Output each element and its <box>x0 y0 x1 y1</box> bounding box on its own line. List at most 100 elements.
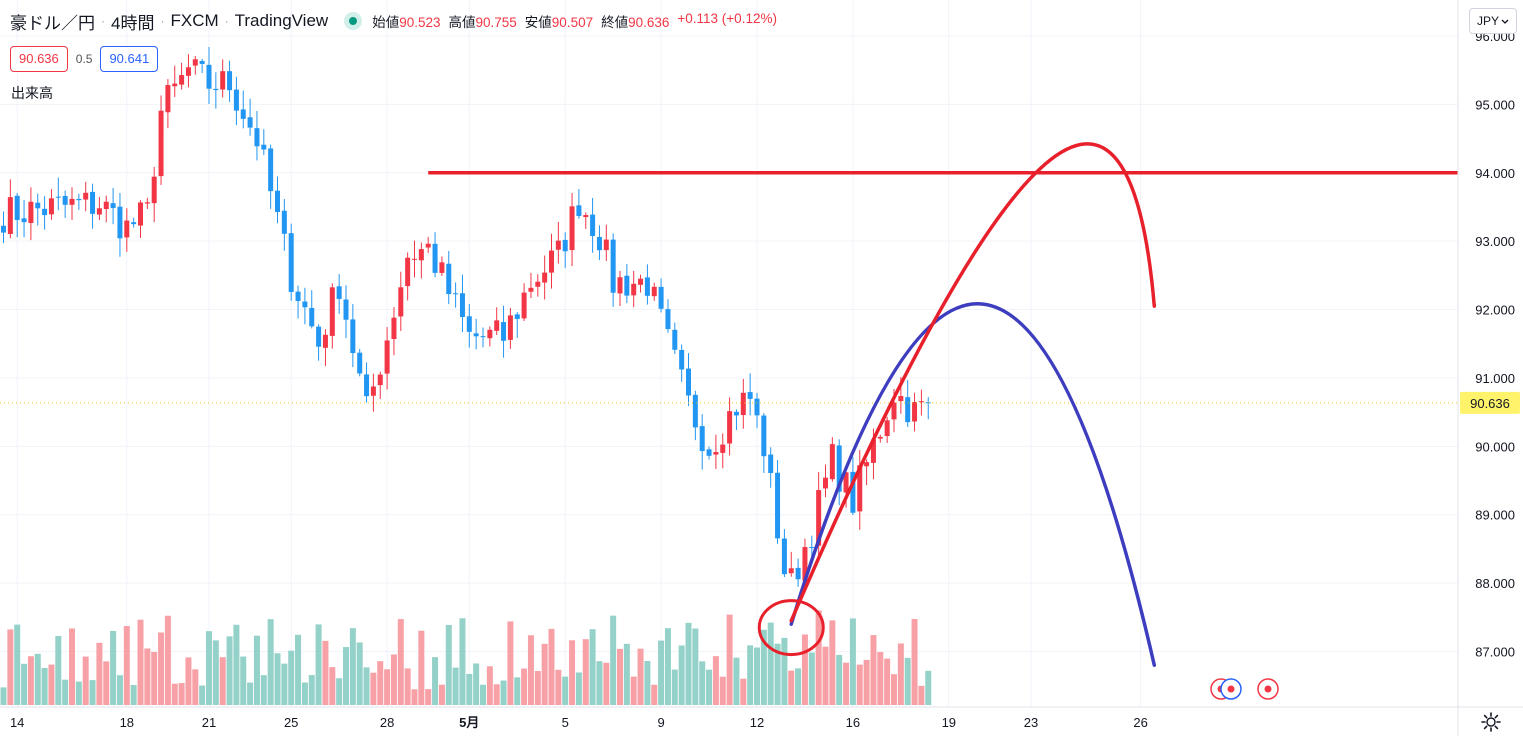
blue-projection-curve[interactable] <box>789 302 1157 667</box>
currency-selector[interactable]: JPY <box>1469 8 1517 34</box>
volume-bar <box>480 684 486 705</box>
volume-legend[interactable]: 出来高 <box>11 85 53 101</box>
volume-bar <box>377 661 384 705</box>
volume-bar <box>644 661 651 705</box>
volume-bar <box>260 675 267 705</box>
candle-body <box>275 190 280 213</box>
candle-body <box>501 322 507 341</box>
separator-dot: · <box>224 14 229 28</box>
circle-highlight[interactable] <box>757 599 825 657</box>
candle-body <box>117 206 123 239</box>
volume-bar <box>89 680 96 705</box>
volume-bar <box>740 678 747 705</box>
candle-body <box>14 195 20 221</box>
volume-bar <box>192 669 199 705</box>
red-projection-curve[interactable] <box>789 142 1157 623</box>
volume-bar <box>822 646 829 705</box>
volume-bar <box>322 640 329 705</box>
candle-body <box>555 240 561 250</box>
time-tick-label: 23 <box>1024 715 1038 730</box>
candle-body <box>679 349 685 370</box>
last-price-tag <box>1460 391 1520 414</box>
volume-bar <box>733 657 740 705</box>
volume-bar <box>856 664 863 705</box>
volume-bar <box>664 628 671 705</box>
market-status-icon[interactable] <box>344 12 363 30</box>
time-tick-label: 19 <box>942 715 956 730</box>
candle-body <box>350 319 356 354</box>
volume-bar <box>452 667 459 705</box>
volume-bar <box>103 661 110 705</box>
event-markers[interactable] <box>1210 678 1279 700</box>
time-tick-label: 5 <box>562 715 569 730</box>
volume-bar <box>356 642 363 705</box>
candle-body <box>131 222 137 225</box>
candle-body <box>357 352 363 374</box>
candle-body <box>288 233 294 292</box>
buy-button[interactable]: 90.641 <box>100 46 159 72</box>
time-tick-label: 14 <box>10 715 24 730</box>
separator-dot: · <box>160 14 165 28</box>
candle-body <box>55 196 61 198</box>
candle-body <box>412 258 417 260</box>
volume-bar <box>575 672 582 705</box>
candle-body <box>261 144 267 150</box>
volume-bar <box>219 657 226 705</box>
candle-body <box>206 64 212 89</box>
candle-body <box>144 202 150 204</box>
symbol-name[interactable]: 豪ドル／円 <box>10 13 95 33</box>
volume-bar <box>336 678 343 705</box>
volume-bar <box>815 610 822 705</box>
candle-body <box>843 472 849 493</box>
candle-body <box>521 292 527 319</box>
volume-bar <box>706 669 713 705</box>
volume-bar <box>514 677 521 705</box>
price-tick-label: 88.000 <box>1475 576 1515 591</box>
interval-label[interactable]: 4時間 <box>111 13 155 33</box>
gear-icon[interactable] <box>1480 711 1502 733</box>
candle-body <box>432 243 438 273</box>
candle-body <box>473 333 479 337</box>
candle-body <box>254 128 260 147</box>
candle-body <box>370 386 376 396</box>
candle-body <box>377 374 383 386</box>
volume-bar <box>27 656 34 705</box>
volume-bar <box>55 635 62 705</box>
candle-body <box>617 277 623 294</box>
volume-bar <box>582 639 589 705</box>
volume-bar <box>658 640 665 705</box>
price-axis[interactable]: 96.00095.00094.00093.00092.00091.00090.0… <box>1457 0 1520 736</box>
volume-bar <box>425 689 432 705</box>
volume-bar <box>623 643 630 705</box>
candle-body <box>706 449 712 456</box>
candle-body <box>138 202 143 226</box>
volume-bar <box>521 668 528 705</box>
candle-body <box>459 293 465 318</box>
volume-bar <box>315 624 322 705</box>
candle-body <box>781 538 787 575</box>
volume-bar <box>836 654 843 705</box>
candle-body <box>83 192 89 200</box>
candle-body <box>268 148 274 192</box>
candle-body <box>151 176 157 204</box>
volume-bar <box>712 656 719 705</box>
candle-body <box>405 257 411 287</box>
candle-body <box>7 197 13 234</box>
candle-body <box>316 326 322 347</box>
volume-bar <box>116 675 123 705</box>
time-tick-label: 21 <box>202 715 216 730</box>
volume-bar <box>726 614 733 705</box>
time-axis[interactable]: 14 18 21 25 28 5月 5 9 12 16 19 23 26 <box>0 706 1523 730</box>
volume-bar <box>617 648 623 705</box>
volume-bar <box>411 689 418 705</box>
candle-body <box>542 272 548 283</box>
volume-bar <box>767 622 774 705</box>
volume-bar <box>445 624 452 705</box>
volume-bar <box>267 619 274 705</box>
candle-body <box>795 567 801 580</box>
candle-body <box>836 445 842 492</box>
drawings-layer[interactable] <box>0 142 1458 667</box>
candle-body <box>816 490 822 546</box>
sell-button[interactable]: 90.636 <box>10 46 68 72</box>
